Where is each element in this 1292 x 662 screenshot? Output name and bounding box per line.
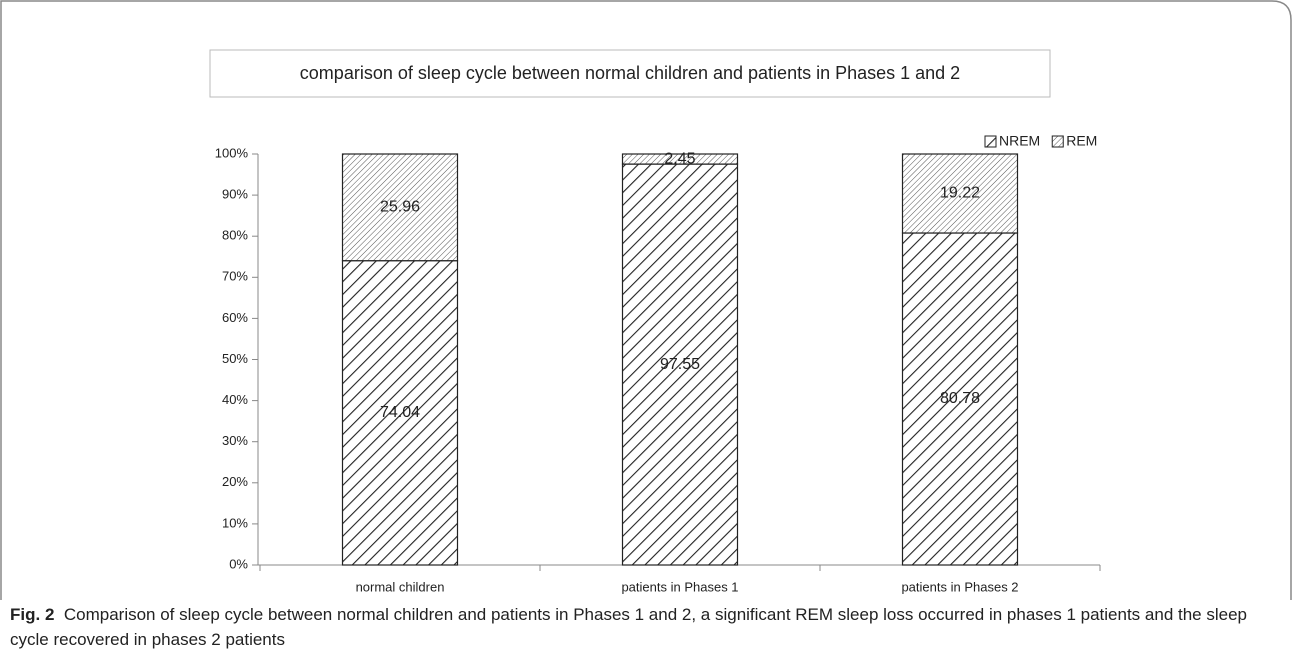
y-tick-label: 20%	[222, 474, 248, 489]
y-tick-label: 30%	[222, 433, 248, 448]
frame	[0, 0, 1292, 600]
data-label: 74.04	[380, 404, 420, 421]
y-tick-label: 50%	[222, 351, 248, 366]
data-label: 80.78	[940, 390, 980, 407]
x-tick-label: patients in Phases 2	[901, 579, 1018, 594]
y-tick-label: 80%	[222, 228, 248, 243]
caption-text: Comparison of sleep cycle between normal…	[10, 605, 1247, 649]
bar-segment	[621, 163, 739, 566]
data-label: 25.96	[380, 199, 420, 216]
y-tick-label: 10%	[222, 515, 248, 530]
data-label: 97.55	[660, 356, 700, 373]
legend-swatch	[1051, 135, 1064, 148]
y-tick-label: 60%	[222, 310, 248, 325]
legend-label: NREM	[999, 133, 1040, 149]
bar-segment	[901, 153, 1019, 234]
chart: comparison of sleep cycle between normal…	[0, 0, 1292, 600]
y-tick-label: 70%	[222, 269, 248, 284]
y-tick-label: 40%	[222, 392, 248, 407]
data-label: 2.45	[664, 150, 695, 167]
chart-title: comparison of sleep cycle between normal…	[300, 63, 960, 83]
bar-segment	[621, 153, 739, 165]
caption: Fig. 2 Comparison of sleep cycle between…	[10, 602, 1270, 652]
x-tick-label: normal children	[356, 579, 445, 594]
y-tick-label: 0%	[229, 556, 248, 571]
data-label: 19.22	[940, 185, 980, 202]
bar-segment	[341, 153, 459, 262]
x-tick-label: patients in Phases 1	[621, 579, 738, 594]
legend-swatch	[984, 135, 997, 148]
title-box	[209, 49, 1051, 98]
y-tick-label: 90%	[222, 187, 248, 202]
y-tick-label: 100%	[215, 145, 249, 160]
legend-label: REM	[1066, 133, 1097, 149]
bar-segment	[901, 232, 1019, 566]
caption-label: Fig. 2	[10, 605, 55, 624]
